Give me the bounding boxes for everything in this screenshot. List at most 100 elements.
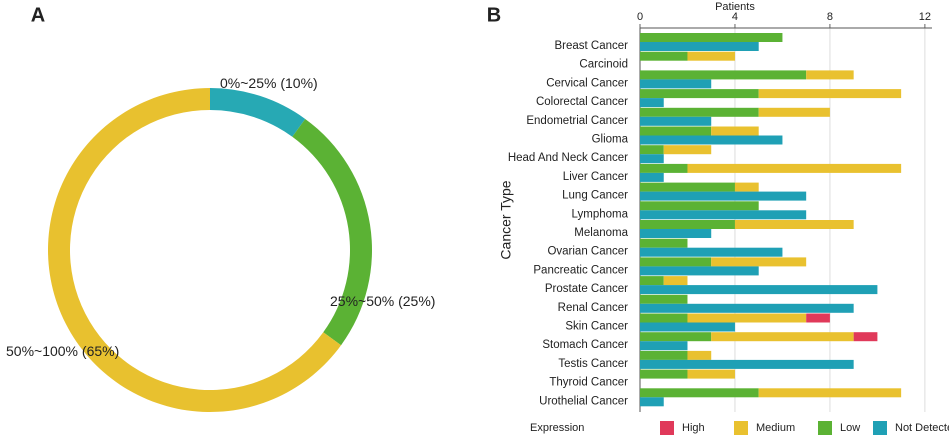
bar-segment	[640, 70, 807, 80]
bar-segment	[640, 145, 664, 155]
y-tick-label: Renal Cancer	[558, 302, 628, 314]
slice-label: 25%~50% (25%)	[330, 293, 435, 309]
y-tick-label: Stomach Cancer	[542, 339, 628, 351]
bar-segment	[640, 276, 664, 286]
bar	[640, 154, 664, 164]
y-tick-label: Lymphoma	[572, 208, 629, 220]
bar	[640, 266, 759, 276]
bar-segment	[640, 126, 712, 136]
bar-segment	[806, 313, 830, 323]
x-tick-label: 4	[732, 11, 738, 23]
bar-segment	[734, 182, 759, 192]
bar	[640, 303, 854, 313]
y-tick-label: Testis Cancer	[558, 358, 628, 370]
bar-segment	[640, 182, 735, 192]
bar	[640, 116, 712, 126]
y-tick-label: Head And Neck Cancer	[508, 152, 628, 164]
panel-label: B	[487, 4, 501, 26]
legend-label: Not Detected	[895, 422, 949, 434]
y-tick-label: Endometrial Cancer	[526, 115, 628, 127]
y-tick-label: Prostate Cancer	[545, 283, 628, 295]
slice-value: (65%)	[82, 343, 119, 359]
bar-segment	[663, 276, 688, 286]
legend-swatch	[734, 421, 748, 435]
bar-segment	[758, 89, 902, 99]
legend-swatch	[660, 421, 674, 435]
bar	[640, 322, 735, 332]
bar	[640, 397, 664, 407]
bar-segment	[640, 163, 688, 173]
bar-segment	[687, 163, 902, 173]
legend-label: Low	[840, 422, 860, 434]
y-tick-label: Urothelial Cancer	[539, 395, 628, 407]
bar-segment	[640, 238, 688, 248]
y-tick-label: Colorectal Cancer	[536, 96, 628, 108]
bar	[640, 247, 783, 257]
bar-segment	[687, 369, 735, 379]
bar-segment	[640, 107, 759, 117]
bar-segment	[711, 126, 759, 136]
bar-segment	[640, 51, 688, 61]
slice-label: 0%~25% (10%)	[220, 75, 318, 91]
bar-segment	[640, 201, 759, 211]
bar	[640, 79, 712, 89]
bar	[640, 229, 712, 238]
bar-segment	[640, 89, 759, 99]
y-tick-label: Carcinoid	[579, 59, 628, 71]
bar-segment	[687, 51, 735, 61]
bar	[640, 135, 783, 145]
bar-segment	[663, 145, 712, 155]
bar-segment	[640, 294, 688, 304]
y-tick-label: Skin Cancer	[565, 321, 628, 333]
bar	[640, 172, 664, 182]
bar	[640, 285, 878, 295]
bar-segment	[640, 257, 712, 267]
bar-segment	[711, 332, 854, 342]
donut-slice	[292, 118, 372, 346]
x-axis-title: Patients	[715, 1, 755, 13]
y-tick-label: Melanoma	[574, 227, 628, 239]
bar-segment	[758, 388, 902, 398]
bar	[640, 191, 807, 201]
bar-segment	[711, 257, 807, 267]
y-tick-label: Breast Cancer	[554, 40, 628, 52]
slice-category: 50%~100%	[6, 343, 78, 359]
bar	[640, 98, 664, 108]
legend-label: High	[682, 422, 705, 434]
y-tick-label: Thyroid Cancer	[549, 377, 628, 389]
bar	[640, 341, 688, 351]
x-tick-label: 12	[919, 11, 931, 23]
slice-category: 25%~50%	[330, 293, 394, 309]
bar-segment	[640, 313, 688, 323]
bar-segment	[687, 350, 712, 360]
bar-segment	[640, 388, 759, 398]
legend-title: Expression	[530, 422, 584, 434]
legend-swatch	[873, 421, 887, 435]
bar-segment	[640, 350, 688, 360]
y-tick-label: Lung Cancer	[562, 190, 628, 202]
bar-segment	[687, 313, 807, 323]
donut-slice	[210, 88, 306, 137]
y-tick-label: Ovarian Cancer	[547, 246, 628, 258]
bar-segment	[640, 220, 735, 229]
y-tick-label: Pancreatic Cancer	[533, 264, 628, 276]
y-tick-label: Cervical Cancer	[546, 77, 628, 89]
bar-segment	[734, 220, 854, 229]
legend-label: Medium	[756, 422, 795, 434]
slice-value: (10%)	[280, 75, 317, 91]
bar-segment	[853, 332, 878, 342]
slice-value: (25%)	[398, 293, 435, 309]
panel-label: A	[31, 4, 45, 26]
bar	[640, 210, 807, 220]
y-tick-label: Glioma	[592, 134, 629, 146]
legend-swatch	[818, 421, 832, 435]
bar-segment	[758, 107, 830, 117]
x-tick-label: 0	[637, 11, 643, 23]
bar-segment	[806, 70, 854, 80]
y-tick-label: Liver Cancer	[563, 171, 628, 183]
bar-segment	[640, 332, 712, 342]
x-tick-label: 8	[827, 11, 833, 23]
bar-segment	[640, 369, 688, 379]
bar	[640, 42, 759, 51]
